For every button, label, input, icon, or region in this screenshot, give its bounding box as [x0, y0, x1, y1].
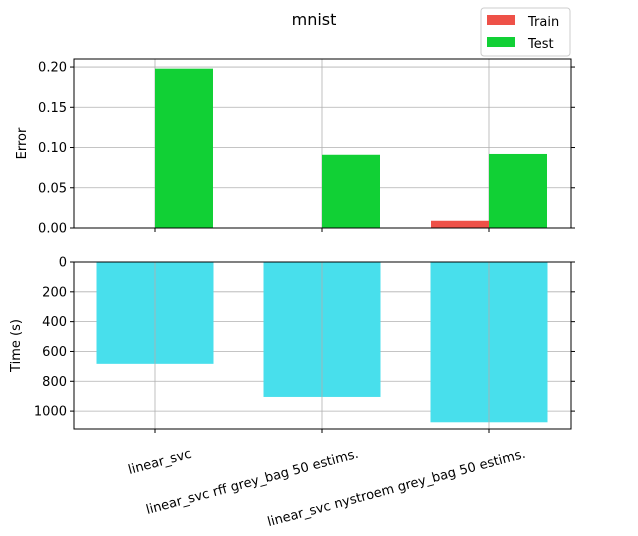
chart-title: mnist [292, 10, 337, 29]
time-panel: 0 200 400 600 800 1000 Time (s) linear_svc linea… [9, 256, 575, 530]
error-axis-label: Error [15, 127, 30, 159]
error-ytick-label: 0.10 [38, 141, 67, 156]
error-bar-test [489, 153, 547, 228]
time-ytick-label: 800 [42, 375, 67, 390]
error-panel: 0.00 0.05 0.10 0.15 0.20 Error [15, 58, 575, 237]
category-label: linear_svc nystroem grey_bag 50 estims. [266, 447, 527, 530]
time-axis-label: Time (s) [9, 319, 24, 373]
error-ytick-label: 0.00 [38, 222, 67, 237]
time-ytick-label: 600 [42, 345, 67, 360]
legend-swatch-test [487, 37, 515, 47]
category-label: linear_svc [127, 447, 194, 478]
error-bar-test [155, 68, 213, 229]
time-ytick-label: 0 [59, 256, 67, 271]
error-bar-train [431, 220, 489, 228]
legend-label-test: Test [527, 37, 554, 52]
time-ytick-label: 400 [42, 315, 67, 330]
error-ytick-label: 0.20 [38, 61, 67, 76]
legend-label-train: Train [527, 15, 559, 30]
time-ytick-label: 200 [42, 285, 67, 300]
error-bar-test [322, 154, 380, 228]
error-ytick-label: 0.15 [38, 101, 67, 116]
error-ytick-label: 0.05 [38, 181, 67, 196]
legend-swatch-train [487, 15, 515, 25]
legend: Train Test [480, 7, 571, 57]
time-ytick-label: 1000 [34, 405, 67, 420]
